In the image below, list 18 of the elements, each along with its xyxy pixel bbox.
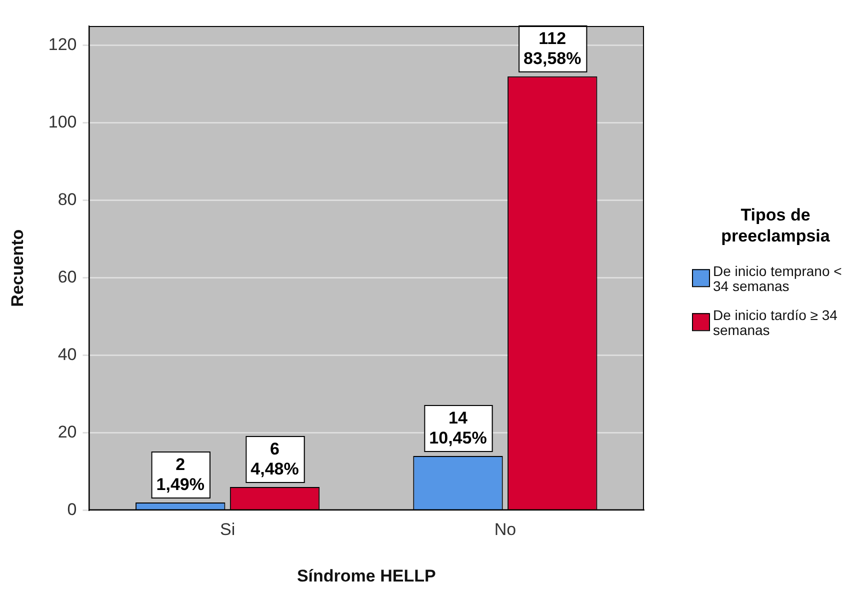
data-label: 2 1,49% — [156, 455, 204, 494]
y-tick-label: 0 — [67, 500, 77, 519]
y-tick-label: 100 — [48, 112, 77, 132]
legend-label: De inicio tardío ≥ 34 semanas — [713, 306, 838, 338]
legend-title: Tipos de preeclampsia — [721, 205, 830, 246]
legend-label: De inicio temprano < 34 semanas — [713, 262, 842, 294]
data-label: 6 4,48% — [250, 440, 299, 479]
x-axis-title: Síndrome HELLP — [296, 566, 436, 586]
y-tick-label: 80 — [58, 190, 77, 209]
data-label: 14 10,45% — [429, 408, 487, 448]
y-tick-label: 20 — [58, 422, 77, 442]
y-axis-title: Recuento — [8, 229, 27, 307]
x-tick-label: Si — [220, 520, 236, 540]
y-tick-label: 60 — [58, 267, 77, 286]
data-label: 112 83,58% — [524, 29, 582, 68]
y-tick-label: 120 — [48, 35, 77, 54]
x-tick-label: No — [494, 520, 516, 540]
y-tick-label: 40 — [58, 344, 77, 364]
